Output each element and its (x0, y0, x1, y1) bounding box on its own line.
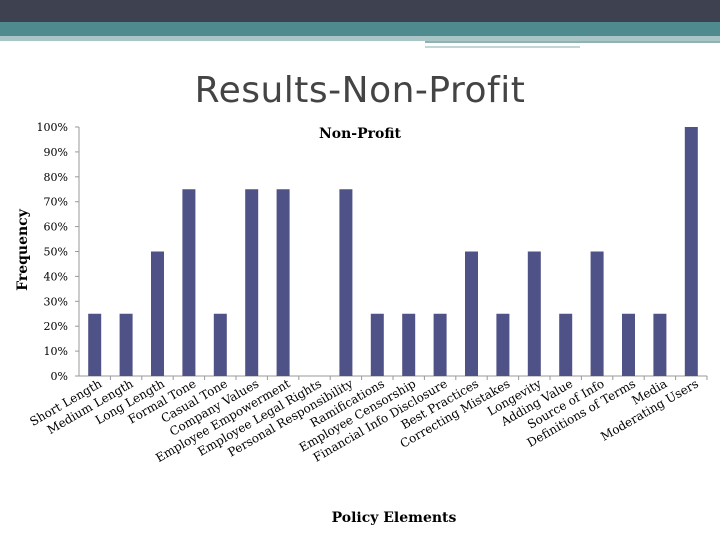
bar (684, 127, 698, 376)
bar (465, 251, 478, 376)
y-tick-label: 50% (44, 246, 68, 259)
bar (88, 313, 102, 376)
y-tick-labels: 0% 10% 20% 30% 40% 50% 60% 70% 80% 90% 100% (37, 121, 68, 383)
bar (370, 313, 384, 376)
y-tick-label: 0% (51, 370, 68, 383)
bar (245, 189, 259, 376)
header-accent-line-short (425, 46, 580, 48)
y-tick-label: 80% (44, 171, 68, 184)
bar (622, 313, 635, 376)
y-tick-label: 90% (44, 146, 68, 159)
bar (496, 313, 510, 376)
chart-bars (88, 127, 698, 376)
chart-title: Non-Profit (319, 126, 402, 142)
bar (653, 313, 667, 376)
bar (590, 251, 604, 376)
bar (213, 313, 227, 376)
header-accent-line (425, 41, 720, 43)
y-axis-label: Frequency (15, 208, 31, 291)
y-tick-label: 60% (44, 221, 68, 234)
bar (276, 189, 290, 376)
y-tick-label: 70% (44, 196, 68, 209)
bar (559, 313, 573, 376)
y-tick-label: 10% (44, 345, 68, 358)
slide-title: Results-Non-Profit (194, 70, 526, 111)
bar (402, 313, 416, 376)
bar (119, 313, 133, 376)
x-axis-label: Policy Elements (332, 510, 457, 526)
y-tick-label: 100% (37, 121, 68, 134)
header-band-teal (0, 22, 720, 36)
y-tick-label: 20% (44, 320, 68, 333)
header-band-light (0, 36, 720, 41)
bar (433, 313, 447, 376)
bar (182, 189, 196, 376)
y-tick-label: 30% (44, 295, 68, 308)
bar (527, 251, 541, 376)
bar (151, 251, 164, 376)
bar (339, 189, 353, 376)
y-tick-label: 40% (44, 270, 68, 283)
chart-axes (75, 126, 708, 380)
header-band-dark (0, 0, 720, 22)
